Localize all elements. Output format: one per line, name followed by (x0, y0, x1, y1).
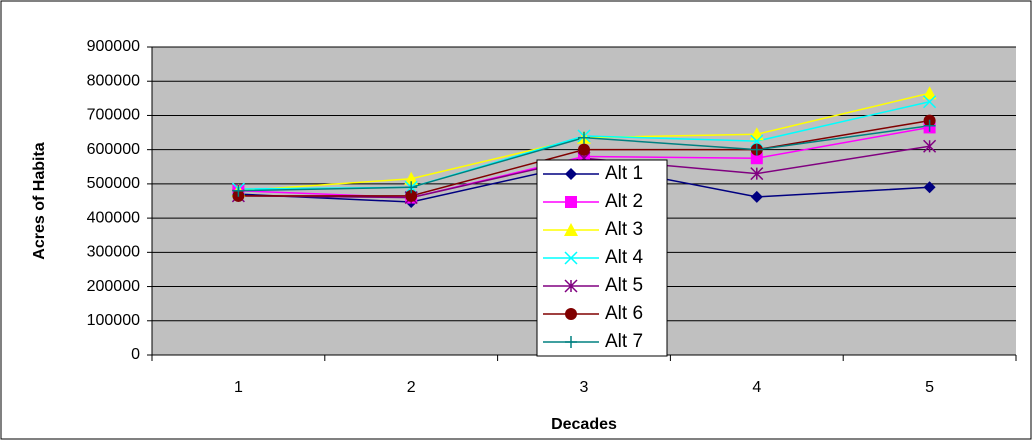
legend-marker (565, 308, 577, 320)
data-point (923, 95, 937, 109)
x-tick-label: 1 (234, 379, 243, 396)
data-point (750, 167, 764, 181)
data-point (405, 189, 418, 202)
legend-marker (564, 223, 578, 236)
y-tick-label: 0 (131, 346, 140, 363)
y-tick-label: 400000 (87, 209, 140, 226)
y-tick-label: 500000 (87, 175, 140, 192)
data-point (578, 143, 590, 156)
legend-marker (564, 279, 578, 293)
legend-label: Alt 2 (605, 191, 643, 212)
legend-label: Alt 4 (605, 247, 643, 268)
legend-label: Alt 3 (605, 219, 643, 240)
data-point (923, 119, 936, 132)
legend-label: Alt 5 (605, 275, 643, 296)
data-point (750, 190, 763, 203)
y-axis-title: Acres of Habita (31, 142, 48, 259)
data-point (750, 152, 763, 165)
y-tick-label: 200000 (87, 278, 140, 295)
data-point (750, 143, 763, 156)
legend-label: Alt 1 (605, 163, 643, 184)
x-axis-title: Decades (551, 416, 617, 433)
data-point (750, 134, 764, 148)
data-point (578, 131, 590, 144)
legend-marker (565, 168, 577, 180)
data-point (923, 139, 937, 153)
y-tick-label: 700000 (87, 107, 140, 124)
legend-marker (565, 336, 577, 348)
x-tick-label: 3 (580, 379, 589, 396)
legend-label: Alt 7 (605, 331, 643, 352)
y-tick-label: 800000 (87, 72, 140, 89)
x-tick-label: 2 (407, 379, 416, 396)
data-point (405, 181, 418, 194)
legend-marker (565, 196, 577, 208)
y-tick-label: 600000 (87, 141, 140, 158)
y-tick-label: 300000 (87, 244, 140, 261)
data-point (922, 86, 937, 100)
x-tick-label: 4 (752, 379, 761, 396)
data-point (232, 184, 245, 197)
legend-label: Alt 6 (605, 303, 643, 324)
y-tick-label: 900000 (87, 38, 140, 55)
x-tick-label: 5 (925, 379, 934, 396)
legend-marker (564, 251, 578, 265)
y-tick-label: 100000 (87, 312, 140, 329)
data-point (404, 171, 419, 185)
data-point (923, 181, 936, 194)
